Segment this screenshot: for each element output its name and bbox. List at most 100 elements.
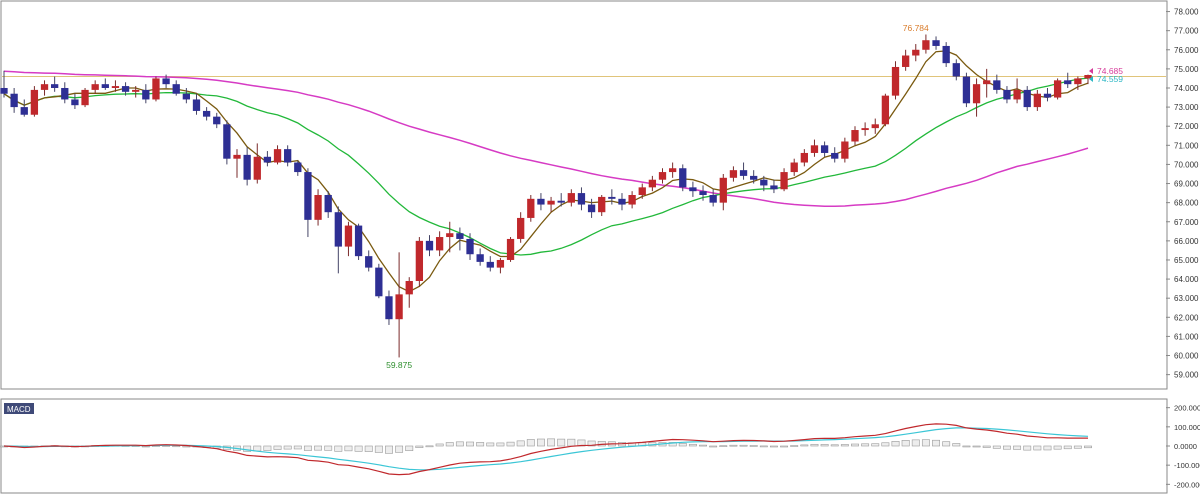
- candle[interactable]: [213, 112, 221, 129]
- candle[interactable]: [547, 196, 555, 213]
- candle[interactable]: [324, 191, 332, 218]
- candle[interactable]: [983, 68, 991, 98]
- candle[interactable]: [790, 158, 798, 176]
- candle[interactable]: [760, 175, 768, 192]
- candle[interactable]: [587, 198, 596, 218]
- candle[interactable]: [608, 189, 616, 205]
- candle[interactable]: [456, 227, 464, 251]
- candle[interactable]: [152, 76, 160, 102]
- candle[interactable]: [142, 84, 150, 104]
- candle[interactable]: [750, 170, 758, 184]
- candle[interactable]: [770, 179, 778, 194]
- candle[interactable]: [517, 212, 525, 243]
- candle[interactable]: [527, 195, 535, 222]
- candle[interactable]: [648, 175, 657, 192]
- candle[interactable]: [496, 258, 505, 274]
- candle[interactable]: [132, 86, 140, 98]
- candle[interactable]: [851, 126, 859, 146]
- candle[interactable]: [729, 166, 738, 182]
- candle[interactable]: [294, 160, 302, 176]
- candle[interactable]: [435, 231, 444, 257]
- candle[interactable]: [993, 74, 1001, 94]
- candle[interactable]: [962, 72, 971, 108]
- candle[interactable]: [334, 206, 342, 274]
- candle[interactable]: [658, 168, 667, 184]
- candle[interactable]: [618, 193, 626, 211]
- candle[interactable]: [192, 93, 201, 115]
- candle[interactable]: [344, 221, 353, 257]
- candle[interactable]: [314, 189, 322, 226]
- candle[interactable]: [709, 189, 717, 207]
- candle[interactable]: [0, 70, 8, 98]
- candle[interactable]: [841, 137, 849, 163]
- candle[interactable]: [466, 233, 474, 260]
- candle[interactable]: [628, 191, 636, 209]
- candle[interactable]: [243, 147, 251, 186]
- macd-title-badge[interactable]: MACD: [4, 403, 34, 414]
- candle[interactable]: [1033, 89, 1041, 111]
- candle[interactable]: [101, 78, 109, 90]
- candle[interactable]: [881, 93, 890, 127]
- candle[interactable]: [831, 147, 839, 163]
- candle[interactable]: [689, 181, 697, 197]
- candle[interactable]: [922, 34, 930, 54]
- candle[interactable]: [365, 250, 373, 272]
- candle[interactable]: [51, 76, 59, 92]
- candle[interactable]: [121, 82, 130, 96]
- candle[interactable]: [61, 82, 69, 104]
- candle[interactable]: [304, 168, 312, 238]
- candle[interactable]: [1013, 78, 1021, 104]
- candle[interactable]: [912, 44, 920, 62]
- candle[interactable]: [972, 78, 981, 117]
- candle[interactable]: [679, 164, 687, 192]
- candle[interactable]: [780, 168, 788, 192]
- candle[interactable]: [932, 36, 940, 50]
- candle[interactable]: [202, 107, 211, 121]
- candle[interactable]: [10, 87, 18, 113]
- candle[interactable]: [162, 74, 170, 88]
- candle[interactable]: [81, 87, 89, 108]
- candle[interactable]: [415, 237, 424, 287]
- candle[interactable]: [182, 87, 191, 104]
- candle[interactable]: [638, 183, 646, 199]
- candle[interactable]: [1043, 87, 1052, 102]
- candle[interactable]: [223, 120, 231, 165]
- candle[interactable]: [91, 80, 99, 94]
- candle[interactable]: [577, 187, 586, 211]
- candle[interactable]: [810, 139, 819, 157]
- candle[interactable]: [739, 162, 748, 180]
- candle[interactable]: [1003, 86, 1011, 104]
- candle[interactable]: [172, 80, 180, 96]
- candle[interactable]: [861, 122, 869, 136]
- candle[interactable]: [668, 162, 677, 178]
- candle[interactable]: [1064, 72, 1072, 88]
- candle[interactable]: [598, 195, 606, 217]
- candle[interactable]: [425, 235, 434, 257]
- candle[interactable]: [354, 223, 363, 260]
- candle[interactable]: [263, 151, 272, 167]
- candle[interactable]: [942, 42, 950, 67]
- candle[interactable]: [446, 221, 454, 253]
- candle[interactable]: [395, 252, 403, 358]
- candle[interactable]: [486, 256, 494, 272]
- candle[interactable]: [111, 80, 120, 92]
- candle[interactable]: [40, 80, 49, 96]
- candle[interactable]: [567, 189, 575, 207]
- candle[interactable]: [699, 185, 707, 201]
- candle[interactable]: [20, 99, 28, 117]
- candle[interactable]: [952, 59, 960, 81]
- candle[interactable]: [273, 145, 282, 165]
- candle[interactable]: [719, 173, 727, 211]
- candle[interactable]: [800, 149, 808, 167]
- candle[interactable]: [405, 277, 413, 308]
- candle[interactable]: [1084, 74, 1092, 85]
- candle[interactable]: [71, 93, 79, 110]
- candle[interactable]: [385, 290, 393, 325]
- candle[interactable]: [375, 263, 383, 299]
- candle[interactable]: [871, 118, 879, 134]
- candle[interactable]: [253, 143, 261, 184]
- candle[interactable]: [557, 193, 565, 207]
- candle[interactable]: [506, 237, 515, 262]
- candle[interactable]: [284, 145, 292, 167]
- candle[interactable]: [820, 141, 829, 157]
